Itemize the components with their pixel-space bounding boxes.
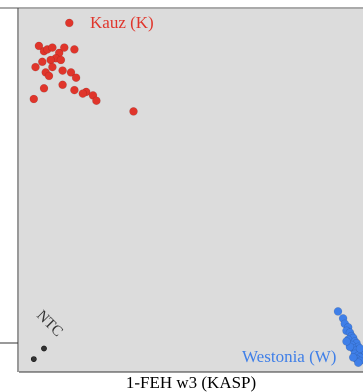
- points-layer: [29, 18, 363, 368]
- series-label-kauz: Kauz (K): [90, 13, 154, 32]
- data-point-westonia-w: [348, 353, 358, 362]
- data-point-kauz-k: [34, 41, 44, 51]
- data-point-kauz-k: [56, 55, 66, 65]
- data-point-kauz-k: [92, 96, 101, 105]
- data-point-kauz-k: [29, 94, 39, 104]
- data-point-kauz-k: [44, 71, 54, 81]
- data-point-kauz-k: [78, 89, 88, 98]
- data-point-kauz-k: [65, 18, 74, 28]
- data-point-kauz-k: [31, 62, 40, 72]
- data-point-kauz-k: [48, 62, 57, 72]
- data-point-kauz-k: [48, 43, 57, 52]
- data-point-kauz-k: [46, 55, 56, 65]
- data-point-kauz-k: [70, 45, 79, 54]
- data-point-westonia-w: [342, 337, 351, 346]
- data-point-kauz-k: [66, 68, 76, 77]
- data-point-ntc: [30, 356, 37, 362]
- data-point-kauz-k: [37, 57, 47, 67]
- data-point-kauz-k: [58, 80, 67, 90]
- data-point-westonia-w: [353, 358, 363, 368]
- data-point-kauz-k: [39, 84, 49, 93]
- data-point-ntc: [41, 345, 47, 352]
- data-point-westonia-w: [333, 307, 343, 316]
- data-point-kauz-k: [60, 43, 69, 52]
- data-point-westonia-w: [355, 344, 363, 353]
- series-label-westonia: Westonia (W): [242, 347, 336, 366]
- chart-title: 1-FEH w3 (KASP): [126, 373, 256, 392]
- data-point-kauz-k: [70, 85, 79, 95]
- data-point-kauz-k: [129, 107, 138, 116]
- data-point-kauz-k: [71, 73, 81, 82]
- plot-area: [19, 9, 363, 372]
- data-point-kauz-k: [58, 66, 67, 75]
